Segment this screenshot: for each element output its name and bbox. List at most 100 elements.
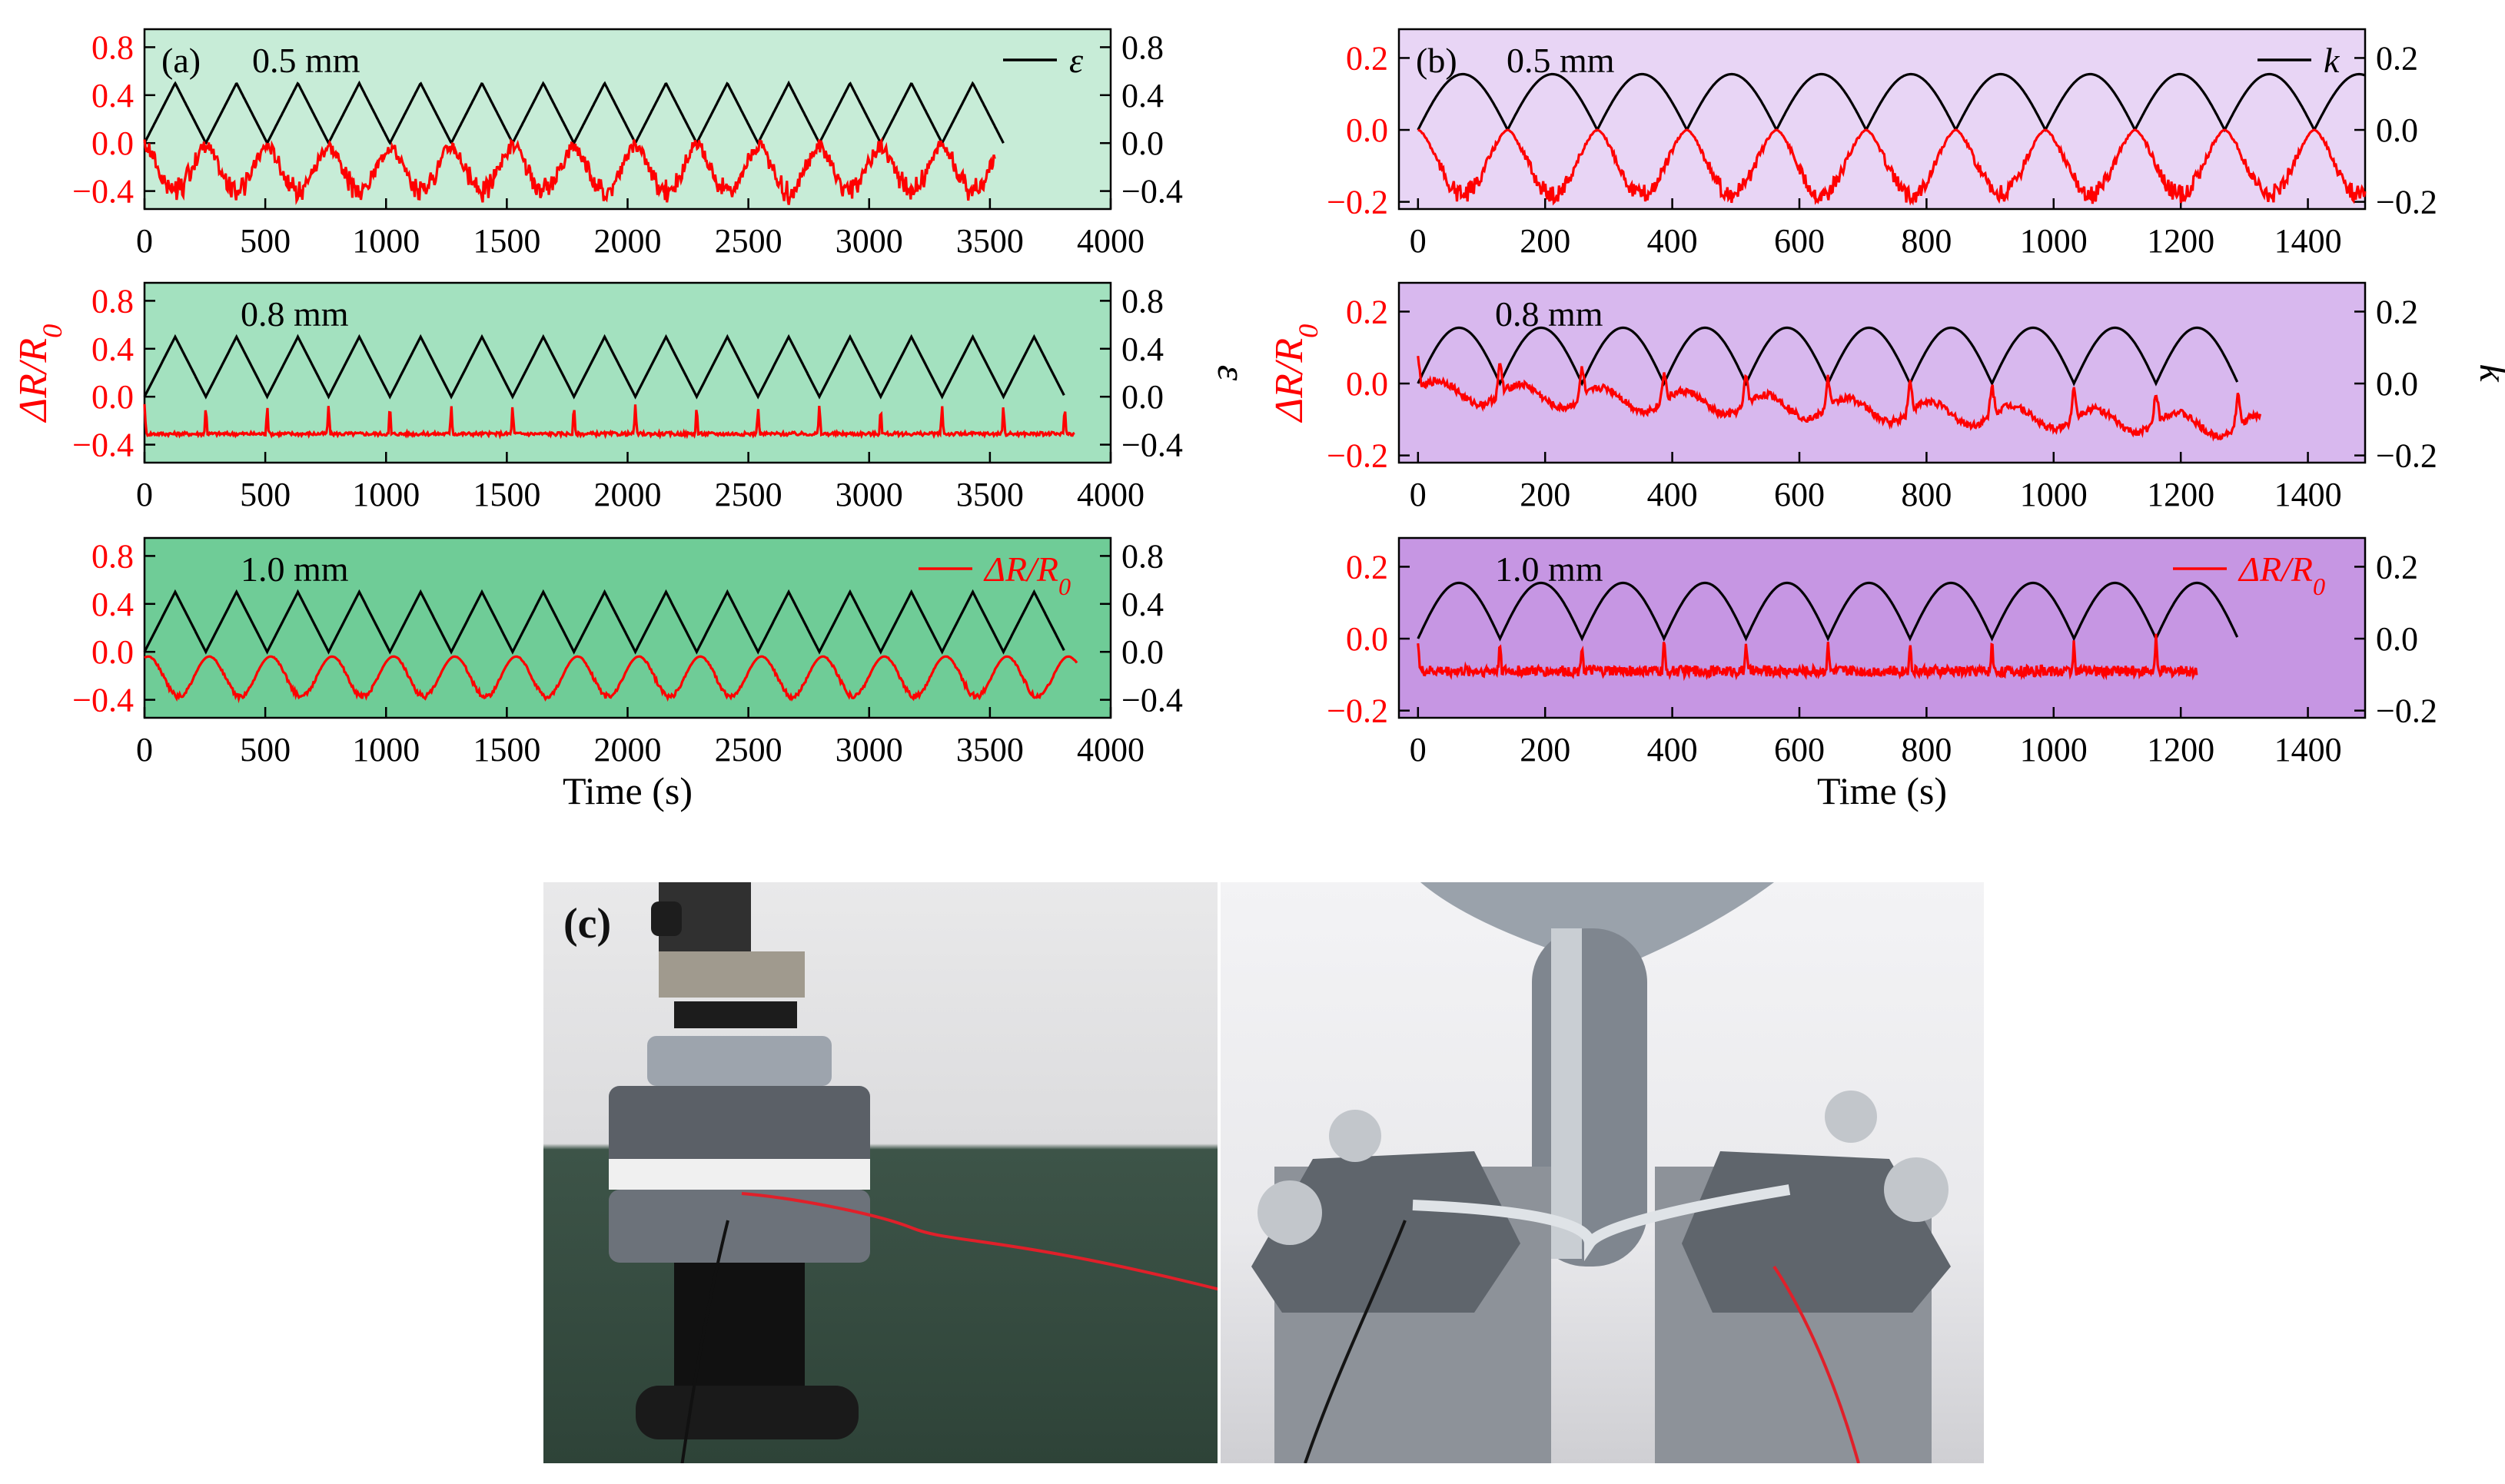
x-tick-label: 1400 <box>2274 222 2342 260</box>
resistance-series <box>143 403 1075 440</box>
y-tick-label-right: 0.0 <box>1121 124 1164 162</box>
x-tick-label: 2500 <box>715 476 782 513</box>
x-tick-label: 0 <box>136 476 153 513</box>
resistance-series <box>1417 356 2262 442</box>
x-tick-label: 3000 <box>836 731 903 769</box>
y-tick-label-right: 0.0 <box>2376 365 2418 403</box>
y-tick-label-left: −0.2 <box>1327 437 1388 475</box>
resistance-series <box>1417 128 2367 206</box>
x-tick-label: 1400 <box>2274 476 2342 513</box>
x-tick-label: 1000 <box>352 476 420 513</box>
x-tick-label: 0 <box>1410 476 1427 513</box>
y-tick-label-left: −0.2 <box>1327 184 1388 221</box>
x-tick-label: 0 <box>136 731 153 769</box>
x-tick-label: 4000 <box>1077 731 1145 769</box>
x-tick-label: 1500 <box>473 731 540 769</box>
x-tick-label: 3000 <box>836 222 903 260</box>
thickness-annotation: 0.8 mm <box>241 294 349 334</box>
x-tick-label: 500 <box>240 222 291 260</box>
legend-label: ε <box>1069 41 1084 80</box>
y-tick-label-left: 0.2 <box>1346 39 1388 77</box>
strain-series <box>143 80 1005 146</box>
y-tick-label-left: 0.4 <box>91 77 134 115</box>
y-tick-label-left: 0.0 <box>91 633 134 671</box>
x-tick-label: 600 <box>1774 476 1825 513</box>
y-tick-label-left: −0.4 <box>72 173 134 211</box>
y-tick-label-left: 0.8 <box>91 282 134 320</box>
x-tick-label: 0 <box>136 222 153 260</box>
y-tick-label-right: 0.8 <box>1121 28 1164 66</box>
y-tick-label-left: 0.4 <box>91 586 134 623</box>
thickness-annotation: 0.5 mm <box>252 41 360 80</box>
chart-a1 <box>143 28 1112 211</box>
resistance-series <box>144 655 1078 704</box>
x-tick-label: 3500 <box>956 731 1024 769</box>
y-tick-label-right: 0.2 <box>2376 548 2418 586</box>
x-axis-label: Time (s) <box>563 769 693 812</box>
x-axis-label: Time (s) <box>1817 769 1947 812</box>
y-tick-label-left: −0.2 <box>1327 692 1388 730</box>
y-tick-label-right: 0.2 <box>2376 39 2418 77</box>
x-tick-label: 600 <box>1774 731 1825 769</box>
x-tick-label: 3000 <box>836 476 903 513</box>
chart-b2 <box>1397 281 2367 464</box>
y-tick-label-left: 0.0 <box>1346 111 1388 149</box>
x-tick-label: 1000 <box>2020 731 2088 769</box>
x-tick-label: 1000 <box>352 731 420 769</box>
y-tick-label-right: −0.4 <box>1121 173 1183 211</box>
x-tick-label: 1200 <box>2147 476 2214 513</box>
x-tick-label: 1000 <box>2020 222 2088 260</box>
y-tick-label-right: 0.4 <box>1121 77 1164 115</box>
y-tick-label-right: −0.4 <box>1121 682 1183 719</box>
strain-series <box>143 334 1065 400</box>
y-tick-label-left: −0.4 <box>72 682 134 719</box>
panel-label: (a) <box>161 41 201 80</box>
strain-series <box>143 589 1065 655</box>
y-tick-label-right: 0.0 <box>1121 378 1164 416</box>
legend-label: ΔR/R0 <box>983 549 1071 600</box>
x-tick-label: 800 <box>1901 731 1952 769</box>
y-tick-label-left: 0.0 <box>91 378 134 416</box>
x-tick-label: 0 <box>1410 731 1427 769</box>
y-tick-label-right: 0.0 <box>1121 633 1164 671</box>
x-tick-label: 0 <box>1410 222 1427 260</box>
y-tick-label-right: 0.4 <box>1121 330 1164 368</box>
x-tick-label: 2000 <box>594 476 662 513</box>
x-tick-label: 2500 <box>715 222 782 260</box>
y-tick-label-left: 0.4 <box>91 330 134 368</box>
plot-area <box>1397 28 2367 211</box>
chart-b3 <box>1397 536 2367 719</box>
y-tick-label-left: 0.0 <box>1346 365 1388 403</box>
y-axis-label-left: ΔR/R0 <box>1267 324 1324 423</box>
x-tick-label: 600 <box>1774 222 1825 260</box>
x-tick-label: 4000 <box>1077 476 1145 513</box>
x-tick-label: 2000 <box>594 222 662 260</box>
x-tick-label: 800 <box>1901 476 1952 513</box>
x-tick-label: 2500 <box>715 731 782 769</box>
chart-a2 <box>143 281 1112 464</box>
thickness-annotation: 0.8 mm <box>1495 294 1603 334</box>
x-tick-label: 1400 <box>2274 731 2342 769</box>
x-tick-label: 1500 <box>473 222 540 260</box>
x-tick-label: 1000 <box>2020 476 2088 513</box>
x-tick-label: 4000 <box>1077 222 1145 260</box>
panel-label: (b) <box>1416 41 1457 80</box>
y-axis-label-right: k <box>2471 364 2505 382</box>
y-tick-label-left: 0.2 <box>1346 293 1388 330</box>
x-tick-label: 3500 <box>956 222 1024 260</box>
y-tick-label-left: 0.2 <box>1346 548 1388 586</box>
x-tick-label: 400 <box>1647 222 1698 260</box>
x-tick-label: 400 <box>1647 476 1698 513</box>
y-tick-label-left: 0.8 <box>91 537 134 575</box>
resistance-series <box>1417 633 2198 682</box>
y-tick-label-left: 0.8 <box>91 28 134 66</box>
y-tick-label-left: 0.0 <box>1346 620 1388 658</box>
thickness-annotation: 1.0 mm <box>1495 549 1603 589</box>
y-axis-label-right: ε <box>1209 365 1253 381</box>
x-tick-label: 200 <box>1520 222 1570 260</box>
y-tick-label-right: 0.8 <box>1121 282 1164 320</box>
y-tick-label-right: 0.4 <box>1121 586 1164 623</box>
y-tick-label-left: −0.4 <box>72 427 134 464</box>
thickness-annotation: 0.5 mm <box>1507 41 1615 80</box>
y-tick-label-right: 0.0 <box>2376 620 2418 658</box>
